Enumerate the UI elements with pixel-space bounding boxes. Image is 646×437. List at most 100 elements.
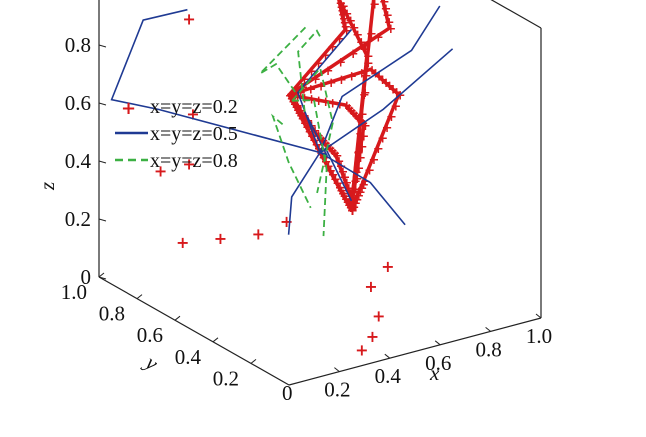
trajectory-point: + xyxy=(334,98,345,113)
trajectory-line xyxy=(291,66,334,194)
y-tick-mark xyxy=(98,272,105,278)
trajectory-point: + xyxy=(321,155,332,170)
data-point: + xyxy=(176,233,189,252)
legend-entry-0.5: x=y=z=0.5 xyxy=(115,123,238,145)
trajectory-point: + xyxy=(345,14,356,29)
trajectory-point: + xyxy=(313,129,324,144)
trajectory-point: + xyxy=(349,21,360,36)
trajectory-point: + xyxy=(384,79,395,94)
trajectory-point: + xyxy=(363,56,374,71)
trajectory-point: + xyxy=(357,107,368,122)
trajectory-point: + xyxy=(326,76,337,91)
trajectory-line xyxy=(292,99,328,237)
trajectory-point: + xyxy=(342,195,353,210)
trajectory-point: + xyxy=(377,73,388,88)
trajectory-point: + xyxy=(347,204,358,219)
trajectory-point: + xyxy=(373,30,384,45)
z-tick-label: 0.4 xyxy=(65,149,92,173)
data-point: + xyxy=(182,9,195,28)
axis-edge xyxy=(490,0,542,29)
trajectory-point: + xyxy=(357,140,368,155)
trajectory-point: + xyxy=(351,109,362,124)
trajectory-point: + xyxy=(360,86,371,101)
trajectory-point: + xyxy=(360,39,371,54)
y-tick-label: 0.4 xyxy=(175,345,202,369)
trajectory-point: + xyxy=(360,119,371,134)
trajectory-point: + xyxy=(347,204,358,219)
trajectory-point: + xyxy=(296,104,307,119)
trajectory-point: + xyxy=(325,164,336,179)
trajectory-point: + xyxy=(306,65,317,80)
x-tick-label: 0.4 xyxy=(375,364,402,388)
x-tick-mark xyxy=(384,353,391,359)
legend-label: x=y=z=0.5 xyxy=(150,123,238,145)
trajectory-point: + xyxy=(382,121,393,136)
trajectory-line xyxy=(319,5,441,153)
trajectory-point: + xyxy=(369,0,380,12)
y-tick-mark xyxy=(174,315,181,321)
axes-box xyxy=(98,0,542,386)
z-tick-label: 0.8 xyxy=(65,33,91,57)
trajectory-point: + xyxy=(299,91,310,106)
trajectory-line xyxy=(319,151,406,226)
x-tick-label: 1.0 xyxy=(526,324,552,348)
trajectory-point: + xyxy=(320,95,331,110)
trajectory-point: + xyxy=(353,111,364,126)
trajectory-point: + xyxy=(310,72,321,87)
trajectory-point: + xyxy=(346,70,357,85)
trajectory-point: + xyxy=(327,144,338,159)
trajectory-point: + xyxy=(360,174,371,189)
trajectory-point: + xyxy=(374,70,385,85)
x-tick-label: 0.2 xyxy=(324,378,350,402)
trajectory-point: + xyxy=(323,64,334,79)
trajectory-point: + xyxy=(377,0,388,3)
y-tick-label: 0.6 xyxy=(137,323,163,347)
trajectory-line xyxy=(259,24,309,93)
z-axis-label: z xyxy=(35,182,59,191)
y-tick-label: 1.0 xyxy=(61,280,87,304)
trajectory-point: + xyxy=(323,159,334,174)
trajectory-line xyxy=(307,117,329,157)
trajectory-point: + xyxy=(336,0,347,15)
trajectory-point: + xyxy=(345,187,356,202)
trajectory-point: + xyxy=(359,88,370,103)
trajectory-point: + xyxy=(313,94,324,109)
trajectory-point: + xyxy=(285,89,296,104)
trajectory-point: + xyxy=(385,22,396,37)
z-tick-label: 0 xyxy=(81,265,92,289)
trajectory-point: + xyxy=(340,16,351,31)
trajectory-point: + xyxy=(384,15,395,30)
trajectory-point: + xyxy=(334,32,345,47)
trajectory-point: + xyxy=(339,12,350,27)
trajectory-point: + xyxy=(313,56,324,71)
trajectory-point: + xyxy=(352,193,363,208)
trajectory-line xyxy=(271,113,312,209)
origin-tick-label: 0 xyxy=(282,381,293,405)
trajectory-point: + xyxy=(327,96,338,111)
trajectory-point: + xyxy=(377,131,388,146)
trajectory-point: + xyxy=(329,146,340,161)
z-tick-label: 0.6 xyxy=(65,91,91,115)
trajectory-point: + xyxy=(381,76,392,91)
trajectory-point: + xyxy=(339,190,350,205)
z-tick-mark xyxy=(98,276,107,280)
trajectory-point: + xyxy=(355,185,366,200)
trajectory-point: + xyxy=(353,145,364,160)
y-tick-mark xyxy=(250,359,257,364)
trajectory-point: + xyxy=(391,85,402,100)
trajectory-point: + xyxy=(390,99,401,114)
trajectory-point: + xyxy=(336,73,347,88)
trajectory-point: + xyxy=(388,82,399,97)
legend-entry-0.2: + x=y=z=0.2 xyxy=(121,96,238,119)
trajectory-point: + xyxy=(351,165,362,180)
trajectory-point: + xyxy=(285,89,296,104)
trajectory-line xyxy=(297,29,321,112)
trajectory-point: + xyxy=(367,63,378,78)
y-tick-mark xyxy=(136,294,143,299)
trajectory-point: + xyxy=(363,50,374,65)
trajectory-point: + xyxy=(369,153,380,168)
trajectory-point: + xyxy=(350,183,361,198)
trajectory-point: + xyxy=(336,160,347,175)
x-tick-label: 0.6 xyxy=(425,351,451,375)
trajectory-point: + xyxy=(346,104,357,119)
